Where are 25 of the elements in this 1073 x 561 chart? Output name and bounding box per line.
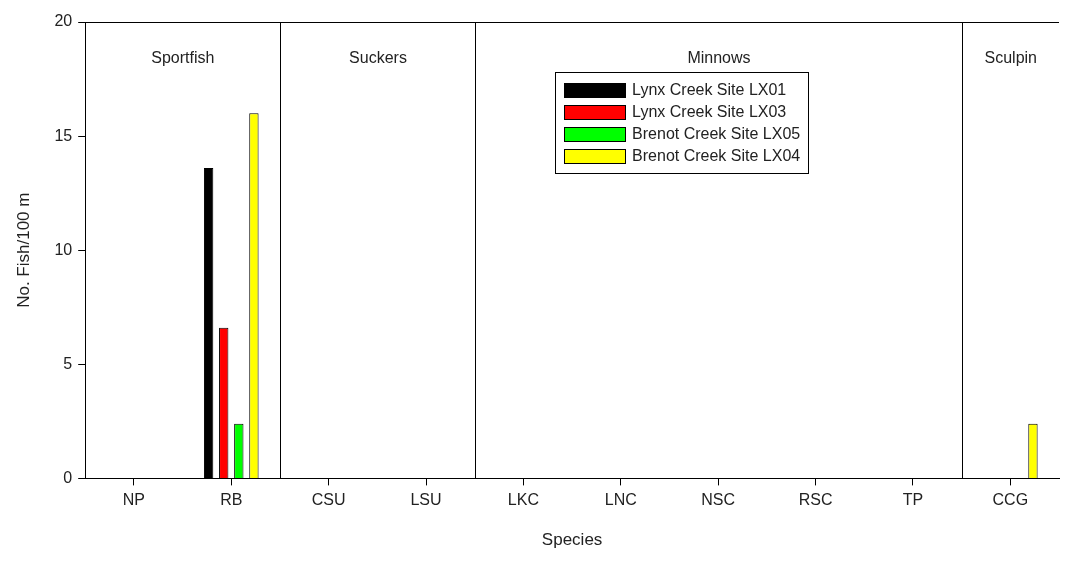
x-tick-label: NSC — [701, 491, 736, 509]
annotation: Sculpin — [984, 49, 1037, 67]
x-tick-label: CSU — [311, 491, 346, 509]
x-tick-label: LSU — [410, 491, 442, 509]
x-tick-label: LNC — [604, 491, 637, 509]
x-tick-label: CCG — [992, 491, 1029, 509]
x-tick-label: RB — [220, 491, 243, 509]
legend-label: Lynx Creek Site LX03 — [632, 103, 787, 121]
annotation: Minnows — [687, 49, 751, 67]
y-tick-label: 20 — [54, 12, 73, 30]
annotation: Sportfish — [151, 49, 215, 67]
y-tick-label: 5 — [63, 354, 73, 372]
y-tick-label: 15 — [54, 126, 73, 144]
x-tick-label: TP — [902, 491, 924, 509]
y-tick-label: 10 — [54, 240, 73, 258]
y-tick-label: 0 — [63, 468, 73, 486]
y-axis-title: No. Fish/100 m — [13, 192, 33, 308]
x-axis-title: Species — [541, 530, 603, 550]
annotation: Suckers — [349, 49, 407, 67]
legend-label: Brenot Creek Site LX04 — [632, 147, 801, 165]
legend-label: Brenot Creek Site LX05 — [632, 125, 801, 143]
x-tick-label: RSC — [798, 491, 833, 509]
x-tick-label: LKC — [507, 491, 539, 509]
legend-label: Lynx Creek Site LX01 — [632, 81, 787, 99]
x-tick-label: NP — [122, 491, 145, 509]
